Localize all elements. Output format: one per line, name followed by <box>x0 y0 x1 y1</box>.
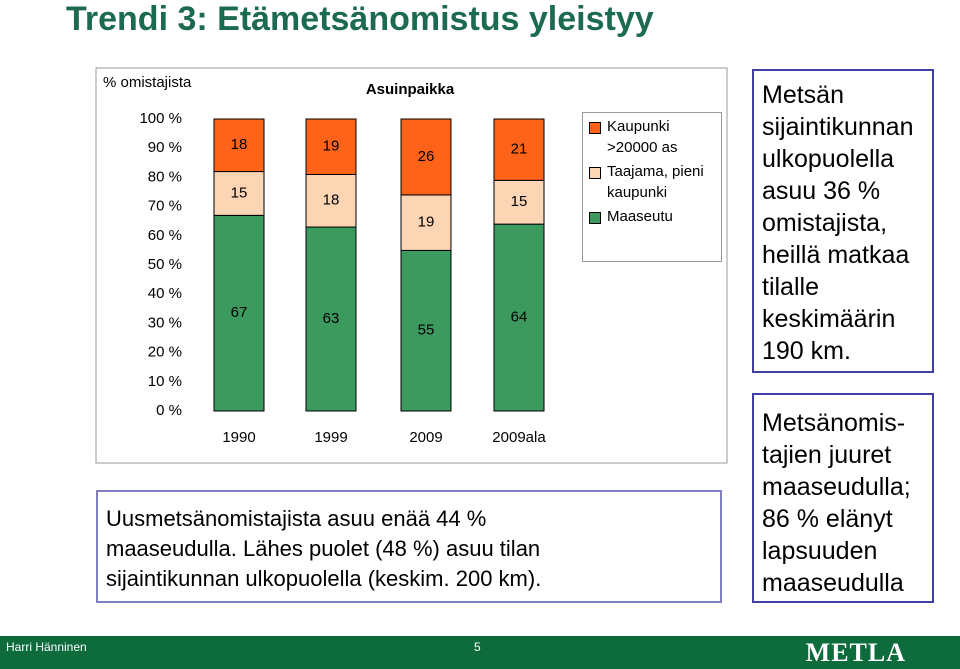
y-tick-label: 10 % <box>148 373 182 390</box>
author: Harri Hänninen <box>6 640 87 654</box>
text-line: 190 km. <box>762 337 851 365</box>
y-tick-label: 30 % <box>148 314 182 331</box>
y-tick-label: 20 % <box>148 344 182 361</box>
text-line: maaseudulla <box>762 569 904 597</box>
x-tick-label: 1999 <box>314 429 347 446</box>
bar-segment <box>213 171 265 216</box>
text-line: ulkopuolella <box>762 145 895 173</box>
bar-segment <box>213 118 265 173</box>
text-line: Uusmetsänomistajista asuu enää 44 % <box>106 506 487 531</box>
text-line: tilalle <box>762 273 819 301</box>
page-number: 5 <box>474 640 481 654</box>
x-tick-label: 2009 <box>409 429 442 446</box>
y-tick-label: 80 % <box>148 168 182 185</box>
footer: Harri Hänninen 5 METLA <box>0 636 960 669</box>
legend-item: Maaseutu <box>587 208 717 227</box>
text-line: heillä matkaa <box>762 241 910 269</box>
data-label: 63 <box>323 310 340 327</box>
data-label: 15 <box>231 184 248 201</box>
text-line: maaseudulla. Lähes puolet (48 %) asuu ti… <box>106 536 541 561</box>
chart-title: Asuinpaikka <box>366 81 455 98</box>
bar-segment <box>493 179 545 225</box>
y-tick-label: 100 % <box>139 110 182 127</box>
bar-segment <box>305 118 357 175</box>
y-tick-label: 90 % <box>148 139 182 156</box>
bar-segment <box>493 223 545 412</box>
text-line: keskimäärin <box>762 305 896 333</box>
data-label: 55 <box>418 322 435 339</box>
bar-segment <box>400 118 452 196</box>
text-line: sijaintikunnan <box>762 113 914 141</box>
y-tick-label: 40 % <box>148 285 182 302</box>
text-line: lapsuuden <box>762 537 878 565</box>
bar-segment <box>305 226 357 412</box>
legend-swatch <box>589 167 601 179</box>
bar-segment <box>305 173 357 228</box>
data-label: 21 <box>511 141 528 158</box>
data-label: 19 <box>323 138 340 155</box>
data-label: 19 <box>418 214 435 231</box>
x-tick-label: 1990 <box>222 429 255 446</box>
bar-segment <box>493 118 545 181</box>
data-label: 15 <box>511 193 528 210</box>
legend-item: Kaupunki >20000 as <box>587 118 717 158</box>
text-line: Metsänomis- <box>762 409 906 437</box>
bar-segment <box>400 249 452 412</box>
legend-swatch <box>589 122 601 134</box>
note-box: Metsän sijaintikunnan ulkopuolella asuu 36 … <box>752 69 934 373</box>
legend-label: Taajama, pieni kaupunki <box>607 163 704 201</box>
text-line: 86 % elänyt <box>762 505 893 533</box>
text-box: Uusmetsänomistajista asuu enää 44 % maase… <box>96 490 722 603</box>
data-label: 26 <box>418 148 435 165</box>
x-tick-label: 2009ala <box>492 429 546 446</box>
legend-label: Maaseutu <box>607 208 673 225</box>
text-line: Metsän <box>762 81 844 109</box>
text-line: omistajista, <box>762 209 888 237</box>
slide-title: Trendi 3: Etämetsänomistus yleistyy <box>66 0 654 38</box>
data-label: 18 <box>231 136 248 153</box>
y-tick-label: 70 % <box>148 198 182 215</box>
legend-swatch <box>589 212 601 224</box>
bar-segment <box>213 214 265 412</box>
text-line: tajien juuret <box>762 441 892 469</box>
y-axis-label: % omistajista <box>103 74 192 91</box>
text-line: sijaintikunnan ulkopuolella (keskim. 200… <box>106 566 542 591</box>
data-label: 18 <box>323 192 340 209</box>
logo: METLA <box>805 638 906 667</box>
data-label: 64 <box>511 309 528 326</box>
note-box: Metsänomis-tajien juuret maaseudulla; 86 %… <box>752 393 934 603</box>
y-tick-label: 50 % <box>148 256 182 273</box>
text-line: maaseudulla; <box>762 473 911 501</box>
text-line: asuu 36 % <box>762 177 881 205</box>
legend: Kaupunki >20000 as Taajama, pieni kaupunk… <box>582 112 722 262</box>
legend-label: Kaupunki >20000 as <box>607 118 678 156</box>
chart-frame <box>95 67 728 464</box>
legend-item: Taajama, pieni kaupunki <box>587 163 717 203</box>
data-label: 67 <box>231 304 248 321</box>
y-tick-label: 0 % <box>156 402 182 419</box>
y-tick-label: 60 % <box>148 227 182 244</box>
